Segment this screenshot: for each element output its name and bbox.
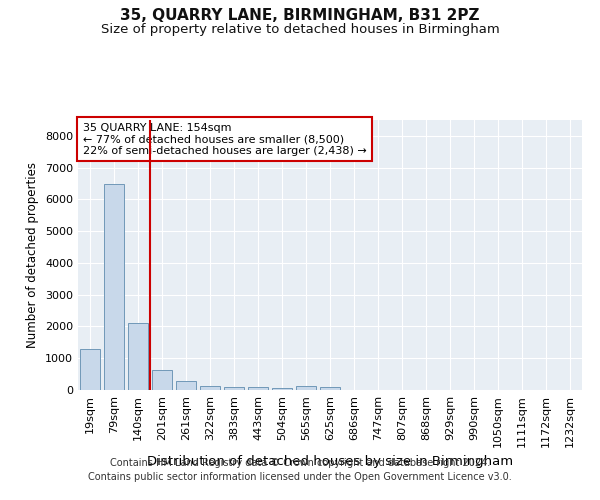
Bar: [128, 324, 148, 390]
Bar: [152, 370, 172, 390]
Text: 35 QUARRY LANE: 154sqm
← 77% of detached houses are smaller (8,500)
22% of semi-: 35 QUARRY LANE: 154sqm ← 77% of detached…: [83, 122, 367, 156]
Bar: [224, 387, 244, 390]
X-axis label: Distribution of detached houses by size in Birmingham: Distribution of detached houses by size …: [147, 455, 513, 468]
Bar: [80, 348, 100, 390]
Bar: [320, 386, 340, 390]
Text: Contains public sector information licensed under the Open Government Licence v3: Contains public sector information licen…: [88, 472, 512, 482]
Text: Contains HM Land Registry data © Crown copyright and database right 2024.: Contains HM Land Registry data © Crown c…: [110, 458, 490, 468]
Text: Size of property relative to detached houses in Birmingham: Size of property relative to detached ho…: [101, 22, 499, 36]
Text: 35, QUARRY LANE, BIRMINGHAM, B31 2PZ: 35, QUARRY LANE, BIRMINGHAM, B31 2PZ: [120, 8, 480, 22]
Bar: [104, 184, 124, 390]
Bar: [272, 388, 292, 390]
Bar: [248, 388, 268, 390]
Bar: [200, 386, 220, 390]
Y-axis label: Number of detached properties: Number of detached properties: [26, 162, 40, 348]
Bar: [296, 386, 316, 390]
Bar: [176, 381, 196, 390]
